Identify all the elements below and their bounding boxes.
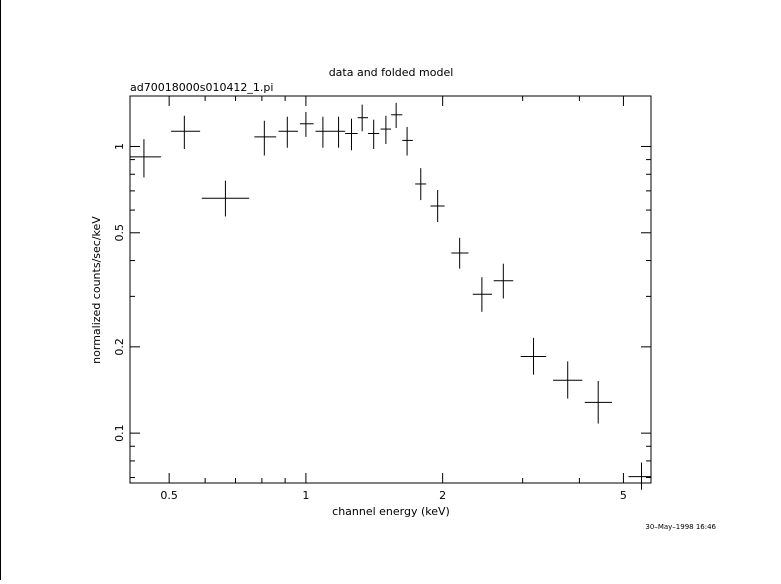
- data-point: [254, 120, 277, 156]
- data-point: [357, 104, 369, 132]
- data-point: [628, 462, 651, 490]
- chart-title: data and folded model: [329, 66, 454, 79]
- data-points: [130, 102, 651, 490]
- chart-subtitle: ad70018000s010412_1.pi: [130, 81, 273, 94]
- data-point: [430, 189, 445, 223]
- x-tick-label: 1: [302, 489, 309, 502]
- y-axis-ticks: 0.1 0.2 0.5 1: [113, 143, 651, 479]
- data-point: [553, 361, 583, 399]
- data-point: [278, 116, 298, 148]
- data-point: [330, 116, 346, 148]
- data-point: [391, 102, 403, 129]
- data-point: [130, 139, 162, 178]
- window-left-border: [0, 0, 1, 580]
- data-point: [415, 168, 427, 201]
- data-point: [171, 115, 201, 149]
- data-point: [345, 118, 358, 151]
- data-point: [520, 337, 547, 375]
- y-tick-label: 0.1: [113, 424, 126, 442]
- y-tick-label: 1: [113, 143, 126, 150]
- y-tick-label: 0.5: [113, 224, 126, 242]
- plot-frame: [129, 95, 652, 484]
- plot-timestamp: 30–May–1998 16:46: [645, 523, 716, 531]
- y-axis-label: normalized counts/sec/keV: [90, 216, 103, 364]
- x-axis-ticks: 0.5 1 2 5: [160, 96, 627, 502]
- data-point: [299, 111, 314, 137]
- data-point: [493, 263, 514, 299]
- y-tick-label: 0.2: [113, 338, 126, 356]
- x-tick-label: 2: [439, 489, 446, 502]
- data-point: [584, 381, 613, 424]
- data-point: [201, 180, 250, 217]
- data-point: [380, 115, 392, 145]
- x-tick-label: 5: [620, 489, 627, 502]
- x-tick-label: 0.5: [160, 489, 178, 502]
- data-point: [402, 126, 413, 156]
- data-point: [315, 116, 331, 148]
- x-axis-label: channel energy (keV): [332, 505, 450, 518]
- data-point: [472, 277, 493, 312]
- data-point: [451, 237, 469, 269]
- data-point: [368, 119, 380, 149]
